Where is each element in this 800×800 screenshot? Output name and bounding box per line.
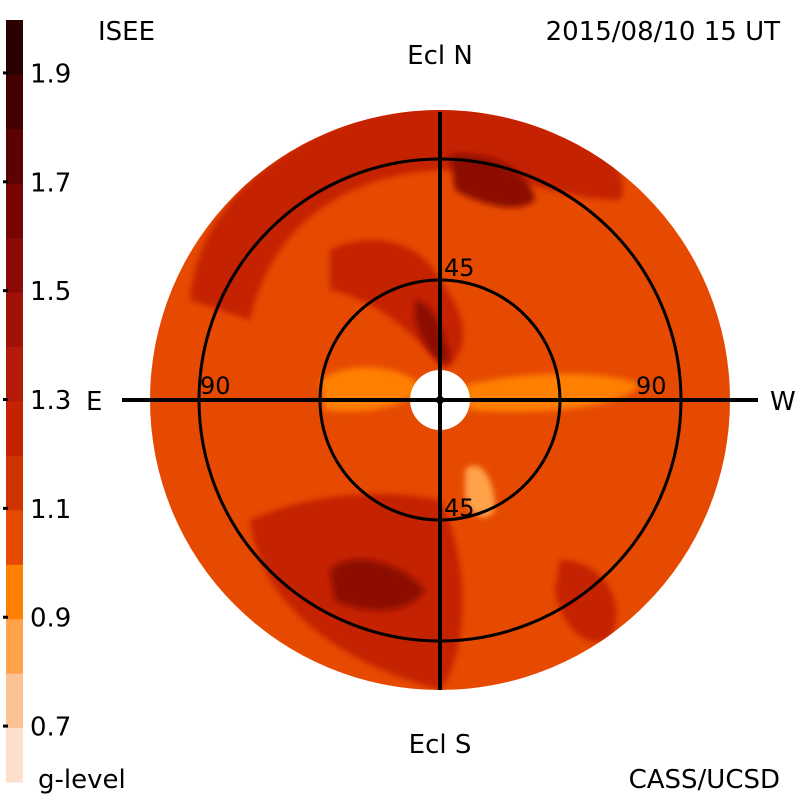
colorbar-tick-label: 0.9 xyxy=(30,604,71,634)
colorbar xyxy=(6,20,23,783)
ring-label-45-south: 45 xyxy=(444,494,475,522)
date-time-stamp: 2015/08/10 15 UT xyxy=(546,17,780,47)
colorbar-tick-mark xyxy=(3,180,8,184)
colorbar-tick-mark xyxy=(3,506,8,510)
colorbar-tick-label: 1.9 xyxy=(30,59,71,89)
colorbar-segment xyxy=(6,346,23,402)
colorbar-segment xyxy=(6,20,23,75)
colorbar-segment xyxy=(6,673,23,729)
axis-label-east: E xyxy=(86,387,102,417)
colorbar-ticks: 1.9 1.7 1.5 1.3 1.1 0.9 0.7 xyxy=(3,59,71,743)
instrument-title: ISEE xyxy=(98,17,155,47)
g-level-feature xyxy=(190,110,624,320)
colorbar-segment xyxy=(6,74,23,130)
colorbar-tick-label: 1.5 xyxy=(30,277,71,307)
g-level-feature xyxy=(330,559,425,611)
g-level-features xyxy=(190,110,640,690)
colorbar-segment xyxy=(6,401,23,456)
credit-label: CASS/UCSD xyxy=(629,765,780,795)
colorbar-tick-label: 1.3 xyxy=(30,386,71,416)
axis-label-south: Ecl S xyxy=(409,730,472,760)
sky-map: 45 45 90 90 Ecl N Ecl S E W xyxy=(86,41,796,760)
axis-label-west: W xyxy=(770,387,796,417)
g-level-feature xyxy=(465,373,640,412)
axis-label-north: Ecl N xyxy=(407,41,473,71)
colorbar-segment xyxy=(6,727,23,783)
colorbar-tick-mark xyxy=(3,289,8,293)
colorbar-segment xyxy=(6,564,23,620)
colorbar-segment xyxy=(6,128,23,184)
colorbar-segment xyxy=(6,237,23,293)
colorbar-tick-label: 1.7 xyxy=(30,168,71,198)
colorbar-segment xyxy=(6,292,23,348)
g-level-feature xyxy=(450,154,535,208)
colorbar-tick-mark xyxy=(3,71,8,75)
ring-label-45-north: 45 xyxy=(444,254,475,282)
colorbar-tick-label: 0.7 xyxy=(30,713,71,743)
colorbar-label: g-level xyxy=(38,765,126,795)
colorbar-segment xyxy=(6,509,23,565)
g-level-feature xyxy=(465,465,495,518)
ring-label-90-east: 90 xyxy=(200,372,231,400)
colorbar-segment xyxy=(6,183,23,239)
colorbar-tick-mark xyxy=(3,724,8,728)
colorbar-tick-mark xyxy=(3,615,8,619)
colorbar-segment xyxy=(6,455,23,511)
ring-label-90-west: 90 xyxy=(636,372,667,400)
colorbar-tick-label: 1.1 xyxy=(30,495,71,525)
colorbar-segment xyxy=(6,618,23,674)
colorbar-tick-mark xyxy=(3,398,8,401)
